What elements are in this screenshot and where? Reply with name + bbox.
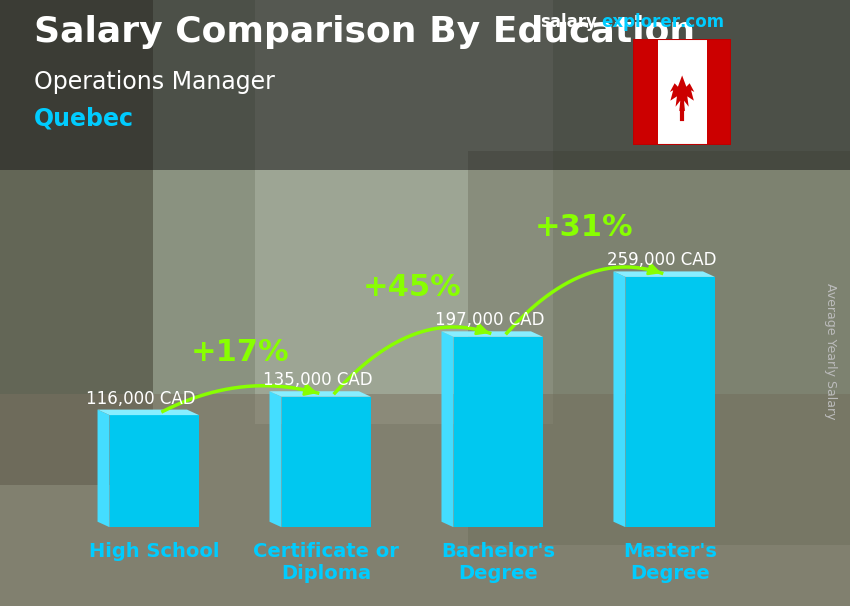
Bar bbox=[0, 0, 153, 485]
Text: 259,000 CAD: 259,000 CAD bbox=[607, 251, 717, 270]
Text: 116,000 CAD: 116,000 CAD bbox=[86, 390, 196, 408]
Bar bbox=[468, 152, 850, 545]
Bar bbox=[0, 394, 850, 606]
Text: Certificate or
Diploma: Certificate or Diploma bbox=[253, 542, 400, 583]
Text: Salary Comparison By Education: Salary Comparison By Education bbox=[34, 15, 695, 49]
Bar bbox=[0, 0, 850, 170]
Polygon shape bbox=[98, 410, 199, 415]
Text: .com: .com bbox=[679, 13, 724, 32]
Text: High School: High School bbox=[89, 542, 219, 561]
Text: Operations Manager: Operations Manager bbox=[34, 70, 275, 94]
Text: Quebec: Quebec bbox=[34, 106, 134, 130]
Polygon shape bbox=[670, 75, 694, 111]
Bar bbox=[626, 277, 715, 527]
Bar bbox=[255, 0, 552, 424]
Polygon shape bbox=[269, 391, 371, 397]
Polygon shape bbox=[98, 410, 110, 527]
Bar bbox=[633, 39, 658, 145]
Polygon shape bbox=[269, 391, 281, 527]
Text: explorer: explorer bbox=[601, 13, 680, 32]
Bar bbox=[706, 39, 731, 145]
Bar bbox=[281, 397, 371, 527]
Text: Master's
Degree: Master's Degree bbox=[623, 542, 717, 583]
Text: 135,000 CAD: 135,000 CAD bbox=[263, 371, 372, 389]
Bar bbox=[454, 337, 543, 527]
Text: salary: salary bbox=[540, 13, 597, 32]
Text: +17%: +17% bbox=[191, 338, 290, 367]
Text: Average Yearly Salary: Average Yearly Salary bbox=[824, 283, 837, 420]
Polygon shape bbox=[441, 331, 454, 527]
Bar bbox=[110, 415, 199, 527]
Text: +45%: +45% bbox=[363, 273, 462, 302]
Text: +31%: +31% bbox=[535, 213, 633, 242]
Polygon shape bbox=[614, 271, 626, 527]
Text: Bachelor's
Degree: Bachelor's Degree bbox=[441, 542, 555, 583]
Polygon shape bbox=[441, 331, 543, 337]
Polygon shape bbox=[614, 271, 715, 277]
Text: 197,000 CAD: 197,000 CAD bbox=[435, 311, 544, 329]
